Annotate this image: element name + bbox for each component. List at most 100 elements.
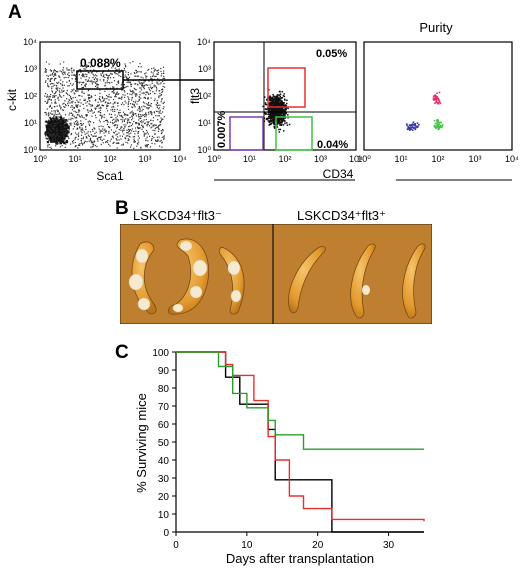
event-dot [127,78,130,80]
event-dot [159,111,161,113]
y-tick-label: 90 [158,366,170,377]
event-dot [269,120,271,122]
event-dot [160,73,163,75]
event-dot [151,137,153,140]
event-dot [282,102,284,104]
event-dot [276,124,278,126]
event-dot [73,115,75,117]
event-dot [60,141,62,143]
event-dot [270,113,273,116]
event-dot [275,96,277,98]
event-dot [128,76,131,79]
event-dot [56,88,58,90]
event-dot [84,84,86,86]
event-dot [117,136,119,138]
event-dot [270,122,272,125]
event-dot [140,146,142,148]
event-dot [160,119,163,121]
event-dot [79,126,81,128]
event-dot [108,143,110,145]
event-dot [99,121,101,123]
y-tick-label: 10¹ [198,118,211,128]
event-dot [144,73,146,75]
event-dot [73,74,75,77]
event-dot [262,105,264,108]
y-tick-label: 10² [198,91,211,101]
event-dot [141,106,143,108]
event-dot [143,134,145,136]
event-dot [276,107,279,109]
event-dot [85,114,87,116]
event-dot [109,87,111,89]
event-dot [156,81,158,83]
event-dot [123,129,125,131]
event-dot [86,64,88,66]
event-dot [116,124,119,126]
event-dot [122,144,124,146]
event-dot [154,75,156,77]
event-dot [150,86,152,88]
event-dot [53,74,55,76]
event-dot [66,125,69,128]
event-dot [272,107,274,109]
event-dot [161,98,163,100]
x-tick-label: 10³ [314,154,327,164]
event-dot [97,105,100,107]
event-dot [138,108,140,110]
event-dot [407,127,409,130]
event-dot [265,108,267,111]
event-dot [270,107,272,109]
event-dot [160,67,162,70]
event-dot [113,90,115,92]
event-dot [270,120,272,122]
event-dot [127,108,130,111]
event-dot [76,99,78,101]
event-dot [137,139,139,141]
event-dot [107,102,109,104]
event-dot [84,99,86,102]
event-dot [87,79,89,81]
event-dot [58,75,60,78]
event-dot [50,70,52,72]
event-dot [161,136,163,138]
event-dot [127,139,129,142]
event-dot [59,105,61,107]
event-dot [86,132,88,134]
event-dot [79,94,81,97]
event-dot [44,95,46,97]
event-dot [101,116,103,118]
event-dot [47,84,49,87]
event-dot [48,132,50,134]
event-dot [73,92,75,94]
event-dot [64,106,66,108]
event-dot [109,121,112,123]
event-dot [90,95,92,97]
event-dot [128,130,131,132]
event-dot [45,112,47,114]
event-dot [71,115,73,117]
event-dot [45,114,47,116]
event-dot [58,125,61,128]
event-dot [282,112,285,114]
event-dot [148,125,151,127]
event-dot [103,114,105,116]
event-dot [131,128,133,130]
event-dot [124,100,126,102]
event-dot [272,114,275,116]
event-dot [54,132,57,135]
event-dot [59,88,61,90]
event-dot [107,139,109,142]
event-dot [54,118,56,120]
spleen-photo-shading [120,224,432,324]
event-dot [92,135,94,137]
event-dot [68,118,70,120]
y-tick-label: 20 [158,492,170,503]
event-dot [104,128,106,130]
event-dot [148,88,151,90]
event-dot [48,97,50,99]
event-dot [120,138,122,140]
event-dot [279,93,282,95]
event-dot [64,124,67,127]
event-dot [152,117,155,119]
event-dot [134,75,136,77]
